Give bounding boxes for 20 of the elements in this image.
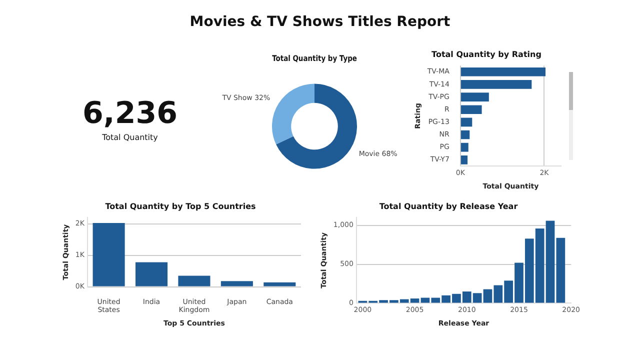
bar [460, 67, 546, 76]
bar [460, 156, 468, 164]
chart-title: Total Quantity by Rating [432, 50, 542, 59]
bar [460, 130, 470, 140]
bar [460, 80, 532, 89]
bar [460, 142, 468, 152]
chart-title: Total Quantity by Release Year [379, 202, 518, 211]
bar [460, 118, 472, 127]
bar [264, 282, 296, 286]
text: Movies & TV Shows Titles Report [188, 14, 452, 30]
text: Total Quantity [101, 132, 159, 144]
bar [135, 262, 168, 286]
chart-title: Total Quantity by Top 5 Countries [105, 202, 256, 211]
bar [178, 276, 210, 286]
bar [460, 105, 482, 114]
chart-title: Total Quantity by Type [272, 53, 357, 64]
bar [220, 281, 253, 286]
text: 6,236 [82, 96, 178, 132]
bar [460, 92, 489, 102]
bar [92, 222, 125, 286]
